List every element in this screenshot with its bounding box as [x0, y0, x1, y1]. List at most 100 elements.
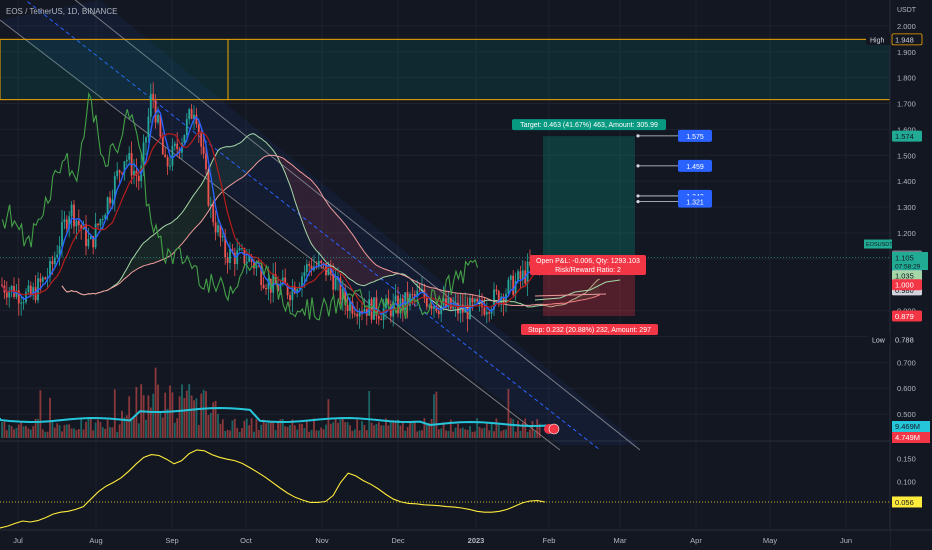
candle-body — [236, 250, 239, 265]
volume-bar — [25, 426, 27, 438]
price-label-text: 1.574 — [895, 132, 914, 141]
price-tick: 1.600 — [897, 125, 916, 134]
price-tick: 2.000 — [897, 22, 916, 31]
cloud-segment — [242, 139, 245, 178]
candle-body — [361, 311, 363, 313]
price-label-text: 1.948 — [895, 35, 914, 44]
volume-label-bg — [892, 421, 930, 432]
candle-body — [20, 302, 23, 304]
high-tag-text: High — [870, 37, 885, 44]
axis-currency: USDT — [897, 7, 917, 14]
candle-body — [41, 277, 44, 282]
time-axis[interactable]: Jul Aug Sep Oct Nov Dec 2023 Feb Mar Apr May Jun — [0, 529, 932, 550]
candle-body — [279, 284, 282, 292]
volume-bar — [248, 425, 251, 438]
volume-bar — [476, 418, 479, 438]
cloud-segment — [366, 255, 370, 285]
price-tick: 0.700 — [897, 358, 916, 367]
cloud-segment — [153, 233, 156, 264]
cloud-segment — [172, 219, 175, 255]
candle-body — [358, 311, 361, 317]
volume-bar — [20, 421, 23, 438]
indicator-current-bg — [892, 496, 922, 508]
cloud-segment — [374, 263, 377, 282]
volume-bar — [51, 421, 54, 438]
volume-bar — [298, 423, 301, 438]
price-label-text: 0.879 — [895, 312, 914, 321]
candle-body — [382, 308, 385, 320]
candle-body — [233, 252, 236, 265]
target-label-bg — [512, 119, 666, 131]
price-label: 0.879 — [892, 310, 922, 322]
time-tick: Aug — [89, 536, 102, 545]
volume-bar — [469, 425, 471, 438]
volume-bar — [207, 414, 210, 438]
volume-bar — [253, 431, 255, 438]
price-tick: 0.500 — [897, 410, 916, 419]
volume-bar — [75, 430, 78, 438]
descending-channel[interactable] — [0, 0, 641, 451]
cloud-segment — [237, 143, 240, 181]
volume-bar — [116, 431, 119, 438]
candle-body — [339, 277, 342, 300]
volume-bar — [149, 407, 152, 438]
channel-upper — [74, 0, 641, 451]
stop-label: Stop: 0.232 (20.88%) 232, Amount: 297 — [521, 324, 658, 336]
volume-bar — [289, 424, 291, 438]
volume-bar — [49, 397, 51, 438]
volume-bar — [27, 428, 30, 438]
volume-bar — [430, 419, 433, 438]
volume-bar — [428, 422, 431, 438]
cloud-segment — [328, 204, 331, 266]
volume-bar — [97, 419, 99, 438]
volume-bar — [459, 428, 462, 438]
target-label: Target: 0.463 (41.67%) 463, Amount: 305.… — [512, 119, 666, 131]
candle-body — [473, 298, 476, 303]
long-position-tool[interactable]: Target: 0.463 (41.67%) 463, Amount: 305.… — [512, 119, 712, 336]
candle-body — [104, 215, 107, 220]
tp-label: 1.575 — [678, 129, 712, 142]
target-zone — [543, 136, 635, 256]
volume-bar — [41, 429, 44, 438]
volume-bar — [73, 428, 75, 438]
volume-bar — [135, 386, 138, 438]
candle-body — [303, 272, 306, 277]
price-label-text: 1.000 — [895, 281, 914, 290]
volume-bar — [171, 392, 174, 438]
cloud-segment — [201, 180, 204, 222]
volume-bar — [56, 423, 59, 438]
time-tick: Jul — [13, 536, 23, 545]
high-range-box[interactable] — [0, 38, 891, 101]
candle-body — [17, 290, 20, 304]
volume-bar — [445, 430, 447, 438]
symbol-tag-name: EOSUSDT — [866, 242, 893, 248]
volume-bar — [188, 384, 191, 438]
candle-body — [514, 281, 517, 295]
candle-body — [135, 170, 138, 176]
high-tag-bg — [866, 33, 890, 45]
price-label-bg — [892, 130, 922, 142]
price-tick: 0.600 — [897, 384, 916, 393]
candle-body — [10, 286, 13, 291]
candle-body — [169, 165, 171, 167]
candle-body — [111, 199, 114, 204]
cloud-segment — [371, 260, 374, 283]
volume-bar — [380, 425, 383, 438]
candle-body — [317, 260, 320, 267]
volume-bar — [505, 429, 507, 438]
cloud-segment — [179, 212, 182, 247]
candle-body — [286, 284, 289, 296]
candle-body — [147, 116, 150, 138]
volume-bar — [315, 430, 318, 438]
candle-body — [289, 295, 291, 301]
price-axis[interactable]: USDT 2.000 1.900 1.800 1.700 1.600 1.500 1.400 1… — [864, 0, 932, 550]
volume-bar — [68, 424, 71, 438]
candle-body — [164, 154, 167, 158]
volume-bar — [202, 389, 205, 438]
candle-body — [56, 254, 59, 258]
candle-body — [101, 219, 104, 221]
candle-body — [85, 224, 87, 247]
candle-body — [27, 285, 30, 292]
